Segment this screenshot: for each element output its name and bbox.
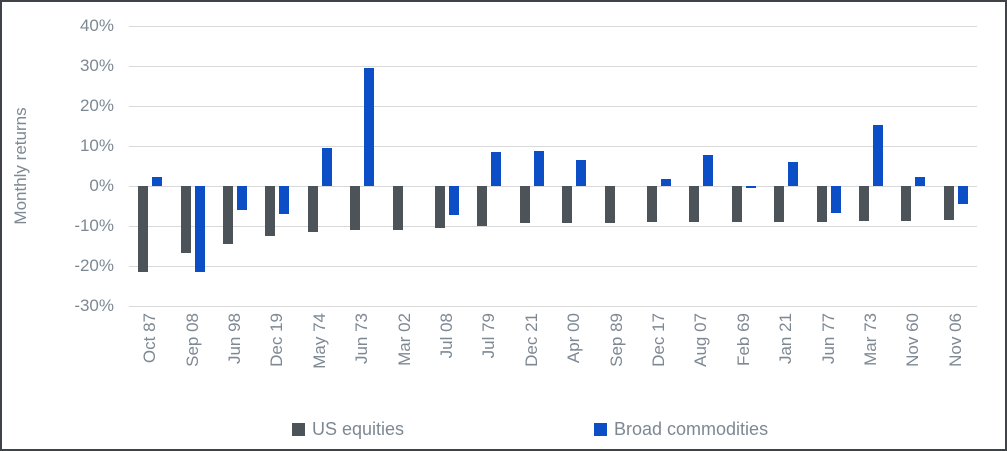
x-tick-label: Sep 08 <box>182 313 202 367</box>
x-tick-label: May 74 <box>309 313 329 369</box>
x-tick-label: Oct 87 <box>140 313 160 364</box>
bar-broad-commodities <box>745 186 756 188</box>
bar-broad-commodities <box>491 151 502 186</box>
x-tick-label: Jan 21 <box>776 313 796 365</box>
bar-broad-commodities <box>703 154 714 186</box>
bar-us-equities <box>562 186 573 223</box>
legend-label-broad-commodities: Broad commodities <box>614 419 769 439</box>
x-tick-label: Jun 77 <box>818 313 838 365</box>
legend-item-broad-commodities: Broad commodities <box>594 419 768 440</box>
x-tick-label: Nov 60 <box>903 313 923 367</box>
y-tick-label: 40% <box>79 16 114 35</box>
bar-us-equities <box>350 186 361 231</box>
x-tick-label: Jun 98 <box>225 313 244 365</box>
y-tick-label: 0% <box>89 176 114 195</box>
y-tick-label: 10% <box>79 136 114 155</box>
x-tick-label: Dec 17 <box>649 313 668 367</box>
bar-us-equities <box>223 186 233 245</box>
bar-us-equities <box>816 186 827 222</box>
y-tick-label: 30% <box>79 56 114 75</box>
bar-broad-commodities <box>576 160 587 186</box>
bar-broad-commodities <box>661 179 671 186</box>
gridline <box>129 146 977 147</box>
bar-us-equities <box>731 186 742 222</box>
bar-us-equities <box>774 186 785 222</box>
gridline <box>129 226 977 227</box>
bar-broad-commodities <box>279 186 290 214</box>
gridline <box>129 266 977 267</box>
x-tick-label: Apr 00 <box>564 313 584 364</box>
bar-broad-commodities <box>194 186 205 272</box>
bar-us-equities <box>604 186 615 223</box>
x-tick-label: Jul 79 <box>479 313 499 359</box>
bar-us-equities <box>392 186 403 230</box>
bar-us-equities <box>265 186 276 236</box>
bar-broad-commodities <box>449 186 459 215</box>
bar-us-equities <box>943 186 954 221</box>
gridline <box>129 66 977 67</box>
x-tick-label: Nov 06 <box>945 313 965 367</box>
x-tick-label: Feb 69 <box>733 313 753 366</box>
legend-item-us-equities: US equities <box>292 419 404 440</box>
bar-us-equities <box>647 186 657 223</box>
bar-us-equities <box>307 186 318 232</box>
bar-broad-commodities <box>364 68 375 186</box>
bar-broad-commodities <box>533 151 544 186</box>
legend-swatch-broad-commodities <box>594 423 607 436</box>
y-tick-label: -20% <box>74 256 114 275</box>
x-tick-label: Aug 07 <box>691 313 711 367</box>
bar-broad-commodities <box>788 161 799 186</box>
bar-broad-commodities <box>915 177 926 186</box>
x-tick-label: Jun 73 <box>352 313 372 365</box>
y-axis-title: Monthly returns <box>11 107 30 225</box>
bar-us-equities <box>859 186 869 221</box>
bar-broad-commodities <box>152 177 163 186</box>
bar-us-equities <box>435 186 445 229</box>
legend-swatch-us-equities <box>292 423 305 436</box>
bar-broad-commodities <box>830 186 841 213</box>
gridline <box>129 306 977 307</box>
bar-broad-commodities <box>873 125 883 186</box>
bar-us-equities <box>477 186 488 226</box>
y-tick-label: -10% <box>74 216 114 235</box>
gridline <box>129 26 977 27</box>
bar-us-equities <box>519 186 530 223</box>
bar-broad-commodities <box>957 186 968 204</box>
bar-broad-commodities <box>237 186 247 211</box>
x-tick-label: Mar 73 <box>861 313 880 366</box>
y-tick-label: 20% <box>79 96 114 115</box>
bar-us-equities <box>901 186 912 221</box>
gridline <box>129 186 977 187</box>
gridline <box>129 106 977 107</box>
bar-us-equities <box>138 186 149 272</box>
y-tick-label: -30% <box>74 296 114 315</box>
legend-label-us-equities: US equities <box>312 419 405 439</box>
x-tick-label: Dec 21 <box>521 313 541 367</box>
x-tick-label: Dec 19 <box>267 313 287 367</box>
bar-us-equities <box>180 186 191 254</box>
bar-broad-commodities <box>321 147 332 186</box>
x-tick-label: Mar 02 <box>394 313 414 366</box>
x-tick-label: Jul 08 <box>437 313 456 359</box>
x-tick-label: Sep 89 <box>606 313 626 367</box>
bar-us-equities <box>689 186 700 222</box>
